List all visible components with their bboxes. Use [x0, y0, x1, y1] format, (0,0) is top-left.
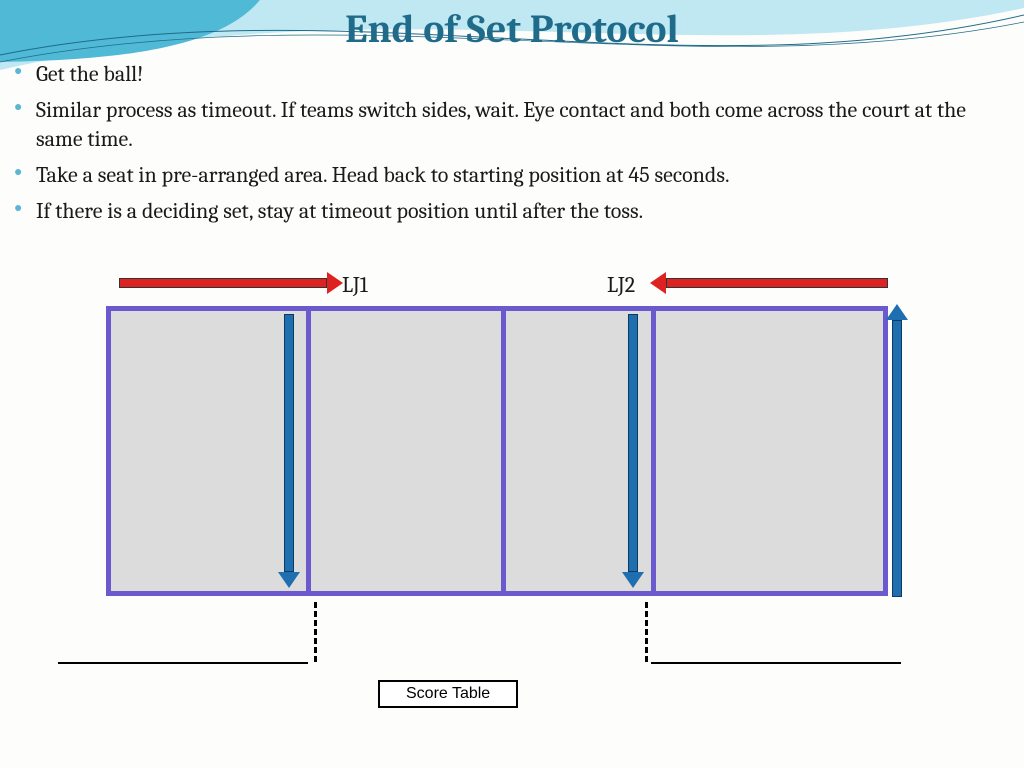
- lj1-move-arrowhead: [278, 572, 300, 588]
- bullet-item: Take a seat in pre-arranged area. Head b…: [36, 161, 1000, 191]
- court-diagram: LJ1 LJ2 Score Table: [106, 266, 898, 746]
- lj1-path-arrow: [119, 278, 327, 288]
- lj2-path-arrow: [666, 278, 888, 288]
- lj2-path-arrowhead: [650, 272, 666, 294]
- court-outline: [106, 306, 888, 596]
- court-line: [651, 311, 656, 591]
- court-net-line: [501, 311, 506, 591]
- bullet-item: Similar process as timeout. If teams swi…: [36, 96, 1000, 155]
- bullet-list: Get the ball! Similar process as timeout…: [36, 60, 1000, 232]
- bench-left: [58, 662, 308, 664]
- ref-move-arrowhead: [886, 304, 908, 320]
- ref-move-arrow: [892, 320, 902, 597]
- bullet-item: If there is a deciding set, stay at time…: [36, 197, 1000, 227]
- page-title: End of Set Protocol: [0, 6, 1024, 52]
- aisle-dashed: [645, 602, 648, 662]
- lj1-path-arrowhead: [327, 272, 343, 294]
- lj1-move-arrow: [284, 314, 294, 572]
- aisle-dashed: [314, 602, 317, 662]
- court-line: [306, 311, 311, 591]
- lj2-label: LJ2: [607, 272, 635, 298]
- lj2-move-arrowhead: [622, 572, 644, 588]
- lj2-move-arrow: [628, 314, 638, 572]
- lj1-label: LJ1: [342, 272, 368, 298]
- bullet-item: Get the ball!: [36, 60, 1000, 90]
- bench-right: [651, 662, 901, 664]
- score-table-label: Score Table: [378, 680, 518, 708]
